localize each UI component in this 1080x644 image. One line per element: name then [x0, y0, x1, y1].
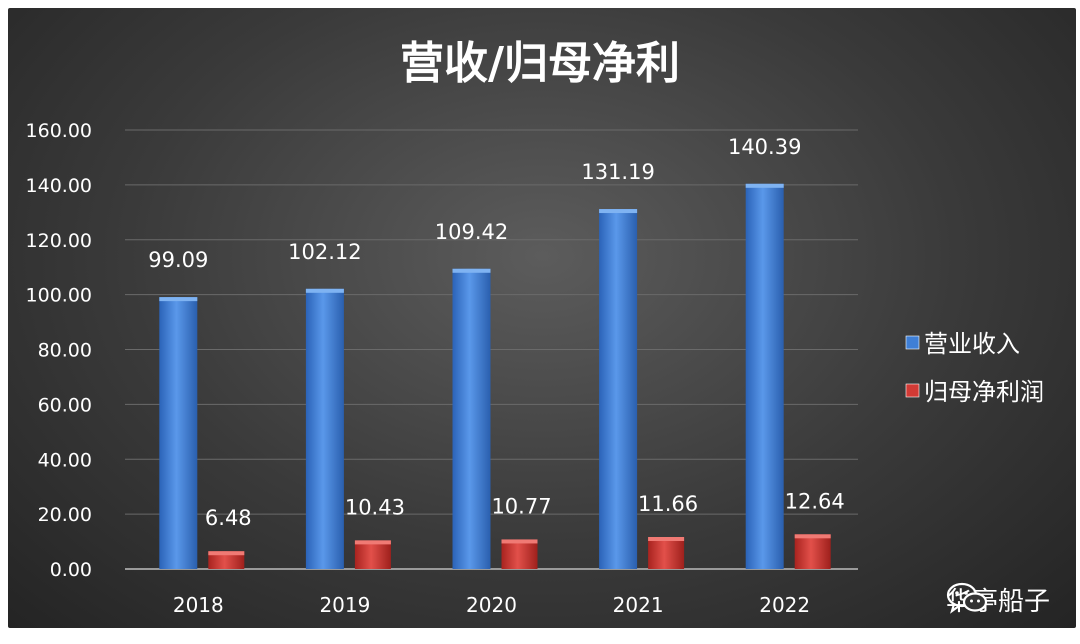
y-tick-label: 40.00	[38, 449, 92, 471]
y-tick-label: 20.00	[38, 504, 92, 526]
bar-top-highlight	[208, 551, 245, 556]
legend-swatch	[905, 383, 920, 398]
y-tick-label: 100.00	[26, 285, 92, 307]
watermark: 华亭船子	[946, 581, 1050, 618]
y-tick-label: 60.00	[38, 394, 92, 416]
x-tick-label: 2018	[173, 593, 224, 617]
legend-swatch	[905, 335, 920, 350]
bar-revenue	[452, 268, 491, 569]
bar-top-highlight	[599, 209, 638, 214]
bar-top-highlight	[305, 288, 344, 293]
legend-label: 营业收入	[924, 330, 1020, 358]
bar-top-highlight	[745, 183, 784, 188]
data-label-net-profit: 12.64	[785, 489, 845, 513]
bar-net-profit	[648, 537, 685, 569]
data-label-revenue: 140.39	[728, 135, 801, 159]
x-tick-label: 2020	[466, 593, 517, 617]
bar-net-profit	[794, 534, 831, 569]
data-label-net-profit: 10.77	[491, 494, 551, 518]
x-tick-label: 2019	[319, 593, 370, 617]
bar-revenue	[159, 297, 198, 569]
data-label-revenue: 109.42	[435, 220, 508, 244]
bar-top-highlight	[648, 537, 685, 542]
y-tick-label: 160.00	[26, 120, 92, 142]
data-label-revenue: 99.09	[148, 248, 208, 272]
data-label-net-profit: 10.43	[345, 495, 405, 519]
bar-net-profit	[354, 540, 391, 569]
y-tick-label: 80.00	[38, 340, 92, 362]
data-label-net-profit: 11.66	[638, 492, 698, 516]
bar-top-highlight	[452, 268, 491, 273]
bar-revenue	[305, 288, 344, 569]
bar-revenue	[745, 183, 784, 569]
y-tick-label: 0.00	[50, 559, 92, 581]
bar-top-highlight	[794, 534, 831, 539]
y-tick-label: 140.00	[26, 175, 92, 197]
legend-label: 归母净利润	[924, 378, 1044, 406]
bar-top-highlight	[501, 539, 538, 544]
y-tick-label: 120.00	[26, 230, 92, 252]
data-label-net-profit: 6.48	[205, 506, 252, 530]
bar-net-profit	[208, 551, 245, 569]
bar-top-highlight	[354, 540, 391, 545]
x-tick-label: 2022	[759, 593, 810, 617]
data-label-revenue: 102.12	[288, 240, 361, 264]
bar-revenue	[599, 209, 638, 570]
wechat-icon	[946, 582, 988, 614]
bar-net-profit	[501, 539, 538, 569]
chart-title: 营收/归母净利	[400, 38, 680, 89]
bar-top-highlight	[159, 297, 198, 302]
x-tick-label: 2021	[613, 593, 664, 617]
data-label-revenue: 131.19	[581, 160, 654, 184]
